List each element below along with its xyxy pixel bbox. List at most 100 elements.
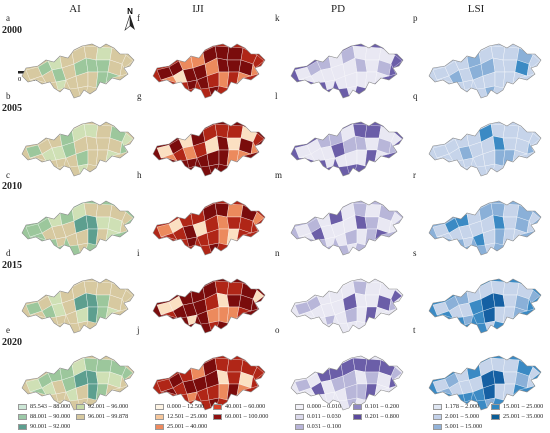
legend-item: 0.000 – 0.010: [295, 402, 341, 412]
legend-item: 25.001 – 35.000: [491, 412, 543, 422]
legend-label: 85.543 – 88.000: [30, 403, 71, 410]
legend-item: 85.543 – 88.000: [18, 402, 70, 412]
district-cell: [226, 228, 240, 246]
legend-swatch: [213, 404, 222, 410]
district-cell: [226, 306, 240, 324]
map-pd-2015: [290, 278, 404, 334]
column-title-lsi: LSI: [467, 3, 485, 15]
map-pd-2005: [290, 121, 404, 177]
district-cell: [502, 228, 516, 246]
district-cell: [364, 294, 380, 308]
district-cell: [250, 141, 259, 155]
map-ai-2000: [21, 43, 135, 99]
legend-swatch: [433, 414, 442, 420]
column-title-ai: AI: [69, 3, 81, 15]
legend-swatch: [155, 424, 164, 430]
legend-item: 0.011 – 0.030: [295, 412, 341, 422]
district-cell: [95, 149, 109, 167]
district-cell: [95, 383, 109, 401]
panel-letter-r: r: [413, 170, 416, 180]
year-label-2000: 2000: [2, 25, 22, 36]
legend-swatch: [213, 414, 222, 420]
legend-item: 0.031 – 0.100: [295, 422, 341, 432]
map-iji-2010: [152, 200, 266, 256]
district-cell: [119, 220, 128, 234]
legend-item: 0.101 – 0.200: [353, 402, 399, 412]
legend-label: 5.001 – 15.000: [445, 423, 483, 430]
column-title-iji: IJI: [192, 3, 204, 15]
legend-item: 90.001 – 92.000: [18, 422, 70, 432]
legend-swatch: [353, 404, 362, 410]
district-cell: [502, 216, 518, 230]
district-cell: [95, 306, 109, 324]
legend-item: 0.000 – 12.500: [155, 402, 204, 412]
district-cell: [119, 375, 128, 389]
panel-letter-a: a: [6, 13, 10, 23]
district-cell: [364, 281, 382, 296]
year-label-2020: 2020: [2, 337, 22, 348]
district-cell: [95, 294, 111, 308]
district-cell: [388, 63, 397, 77]
district-cell: [502, 281, 520, 296]
district-cell: [226, 281, 244, 296]
district-cell: [502, 358, 520, 373]
district-cell: [526, 63, 535, 77]
district-cell: [502, 59, 518, 73]
district-cell: [364, 306, 378, 324]
district-cell: [502, 383, 516, 401]
district-cell: [226, 203, 244, 218]
district-cell: [364, 137, 380, 151]
legend-label: 0.201 – 0.800: [365, 413, 400, 420]
district-cell: [226, 59, 242, 73]
district-cell: [226, 294, 242, 308]
legend-label: 0.000 – 0.010: [307, 403, 342, 410]
panel-letter-l: l: [275, 91, 278, 101]
district-cell: [119, 141, 128, 155]
district-cell: [226, 371, 242, 385]
district-cell: [502, 203, 520, 218]
district-cell: [364, 59, 380, 73]
legend-label: 1.178 – 2.000: [445, 403, 480, 410]
map-pd-2010: [290, 200, 404, 256]
district-cell: [95, 281, 113, 296]
legend-swatch: [491, 414, 500, 420]
legend-item: 0.201 – 0.800: [353, 412, 399, 422]
district-cell: [119, 63, 128, 77]
map-iji-2015: [152, 278, 266, 334]
district-cell: [364, 371, 380, 385]
legend-swatch: [433, 404, 442, 410]
legend-label: 0.101 – 0.200: [365, 403, 400, 410]
district-cell: [502, 124, 520, 139]
scale-tick-0: 0: [18, 76, 21, 83]
district-cell: [95, 203, 113, 218]
map-lsi-2020: [428, 355, 542, 411]
district-cell: [226, 216, 242, 230]
district-cell: [95, 228, 109, 246]
legend-item: 1.178 – 2.000: [433, 402, 479, 412]
map-lsi-2015: [428, 278, 542, 334]
map-lsi-2005: [428, 121, 542, 177]
legend-label: 92.001 – 96.000: [88, 403, 129, 410]
legend-item: 15.001 – 25.000: [491, 402, 543, 412]
north-label: N: [127, 7, 133, 16]
legend-label: 90.001 – 92.000: [30, 423, 71, 430]
district-cell: [364, 203, 382, 218]
legend-swatch: [18, 414, 27, 420]
district-cell: [250, 298, 259, 312]
year-label-2005: 2005: [2, 103, 22, 114]
legend-swatch: [155, 414, 164, 420]
district-cell: [95, 59, 111, 73]
legend-item: 96.001 – 99.878: [76, 412, 128, 422]
panel-letter-t: t: [413, 325, 416, 335]
district-cell: [364, 228, 378, 246]
district-cell: [250, 63, 259, 77]
legend-label: 0.011 – 0.030: [307, 413, 341, 420]
map-lsi-2010: [428, 200, 542, 256]
map-iji-2000: [152, 43, 266, 99]
legend-label: 15.001 – 25.000: [503, 403, 544, 410]
panel-letter-q: q: [413, 91, 418, 101]
district-cell: [502, 71, 516, 89]
district-cell: [502, 137, 518, 151]
district-cell: [502, 294, 518, 308]
map-ai-2005: [21, 121, 135, 177]
